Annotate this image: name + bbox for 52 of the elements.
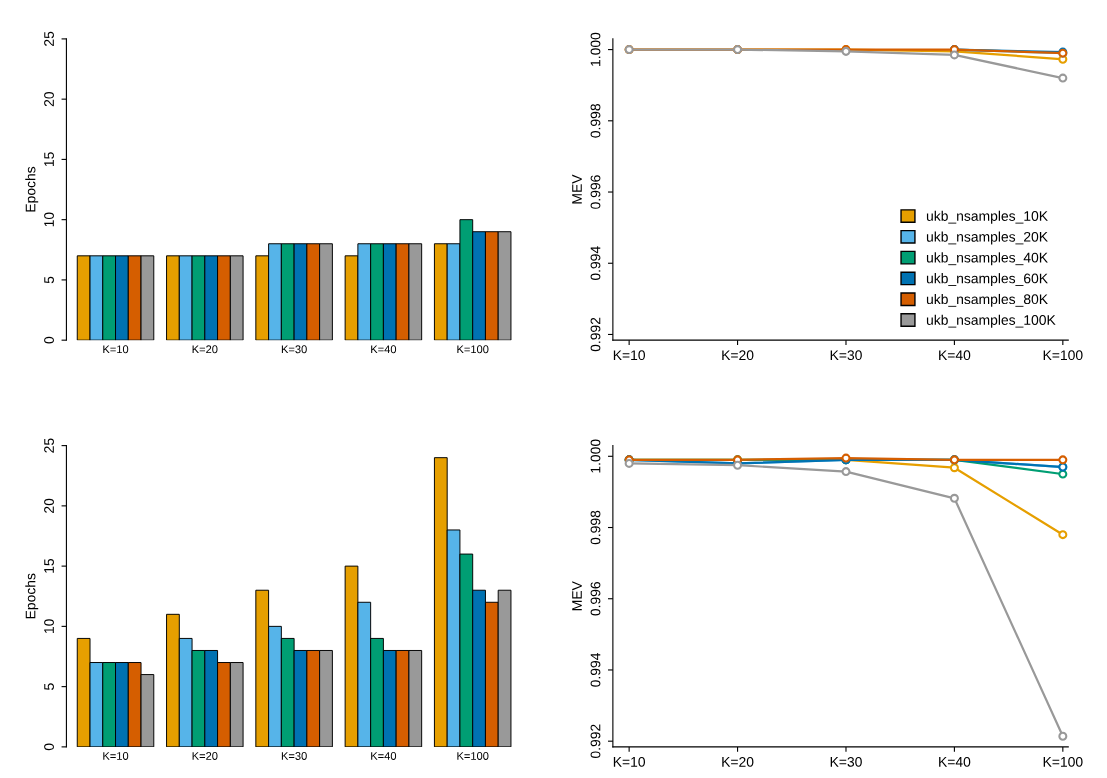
x-tick-label: K=100 xyxy=(457,345,489,354)
x-tick-label: K=10 xyxy=(103,752,129,760)
x-tick-label: K=20 xyxy=(192,752,218,760)
y-tick-label: 0.992 xyxy=(590,724,601,759)
x-tick-label: K=30 xyxy=(281,345,307,354)
x-tick-label: K=100 xyxy=(1043,756,1083,767)
y-axis-title: Epochs xyxy=(25,166,39,212)
legend-label: ukb_nsamples_40K xyxy=(926,252,1048,266)
y-tick-label: 0.996 xyxy=(590,175,601,209)
y-tick-label: 0.998 xyxy=(590,510,601,545)
y-tick-label: 1.000 xyxy=(590,439,601,473)
y-tick-label: 0.992 xyxy=(590,317,601,352)
y-tick-label: 5 xyxy=(44,683,54,690)
y-tick-label: 15 xyxy=(44,152,54,167)
x-tick-label: K=30 xyxy=(830,350,862,361)
y-axis-title: Epochs xyxy=(25,573,39,619)
y-tick-label: 0 xyxy=(44,743,54,751)
y-axis-title: MEV xyxy=(572,581,582,611)
y-tick-label: 0.996 xyxy=(590,581,601,616)
x-tick-label: K=40 xyxy=(939,350,971,361)
x-tick-label: K=30 xyxy=(281,752,307,760)
y-tick-label: 10 xyxy=(44,619,54,634)
y-tick-label: 1.000 xyxy=(590,32,601,66)
y-tick-label: 0.994 xyxy=(590,652,601,687)
legend-label: ukb_nsamples_20K xyxy=(926,231,1048,245)
y-tick-label: 10 xyxy=(44,212,54,227)
x-tick-label: K=40 xyxy=(371,752,397,760)
x-tick-label: K=20 xyxy=(722,350,754,361)
y-tick-label: 25 xyxy=(44,438,54,453)
y-tick-label: 20 xyxy=(44,498,54,513)
legend-label: ukb_nsamples_10K xyxy=(926,210,1048,224)
y-tick-label: 0.994 xyxy=(590,246,601,281)
y-tick-label: 0.998 xyxy=(590,104,601,138)
x-tick-label: K=10 xyxy=(103,345,129,354)
x-tick-label: K=40 xyxy=(371,345,397,354)
x-tick-label: K=10 xyxy=(613,756,646,767)
legend-label: ukb_nsamples_60K xyxy=(926,273,1048,287)
y-axis-title: MEV xyxy=(572,174,582,204)
x-tick-label: K=40 xyxy=(939,756,971,767)
x-tick-label: K=100 xyxy=(457,752,489,760)
y-tick-label: 20 xyxy=(44,91,54,107)
legend-label: ukb_nsamples_100K xyxy=(926,314,1056,328)
x-tick-label: K=20 xyxy=(722,756,754,767)
x-tick-label: K=20 xyxy=(192,345,218,354)
x-tick-label: K=30 xyxy=(830,756,862,767)
y-tick-label: 15 xyxy=(44,558,54,573)
y-tick-label: 5 xyxy=(44,276,54,284)
y-tick-label: 0 xyxy=(44,336,54,344)
legend-label: ukb_nsamples_80K xyxy=(926,293,1048,307)
y-tick-label: 25 xyxy=(44,31,54,46)
x-tick-label: K=10 xyxy=(613,350,646,361)
x-tick-label: K=100 xyxy=(1043,350,1083,361)
